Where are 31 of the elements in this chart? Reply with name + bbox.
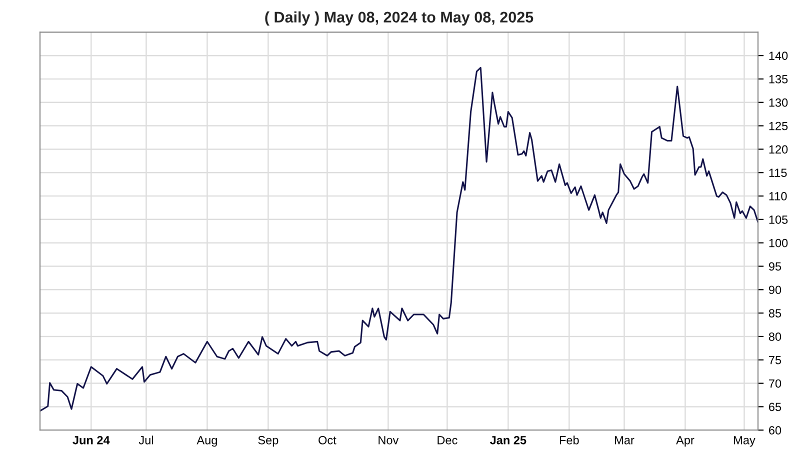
y-tick-label: 105 xyxy=(769,215,788,224)
x-tick-label: Jan 25 xyxy=(490,436,526,444)
y-tick-label: 95 xyxy=(768,262,782,271)
y-tick-label: 70 xyxy=(769,379,782,388)
x-tick-label: Jul xyxy=(138,436,153,444)
line-series xyxy=(40,66,758,412)
x-tick-label: Mar xyxy=(615,436,634,444)
x-tick-label: Jun 24 xyxy=(72,436,110,444)
y-tick-label: 125 xyxy=(769,122,788,130)
y-tick-label: 110 xyxy=(769,192,787,200)
y-tick-label: 120 xyxy=(769,145,788,154)
x-tick-label: Sep xyxy=(258,436,278,447)
x-tick-label: Dec xyxy=(438,436,458,444)
y-tick-label: 90 xyxy=(768,286,782,294)
y-tick-label: 115 xyxy=(769,168,787,178)
y-tick-label: 85 xyxy=(768,309,782,318)
x-tick-label: Nov xyxy=(378,436,399,444)
y-tick-label: 135 xyxy=(769,75,788,84)
y-tick-label: 65 xyxy=(769,402,782,412)
x-tick-label: Aug xyxy=(196,436,217,447)
x-tick-label: Apr xyxy=(676,436,694,447)
chart-title: ( Daily ) May 08, 2024 to May 08, 2025 xyxy=(265,11,534,26)
y-tick-label: 80 xyxy=(768,332,782,341)
y-tick-label: 130 xyxy=(769,98,788,107)
y-tick-label: 75 xyxy=(769,356,782,364)
x-tick-label: May xyxy=(734,436,756,447)
y-tick-label: 100 xyxy=(769,238,788,248)
y-tick-label: 60 xyxy=(769,426,782,435)
y-tick-label: 140 xyxy=(769,52,788,60)
x-tick-label: Feb xyxy=(560,436,579,444)
x-tick-label: Oct xyxy=(318,436,336,444)
